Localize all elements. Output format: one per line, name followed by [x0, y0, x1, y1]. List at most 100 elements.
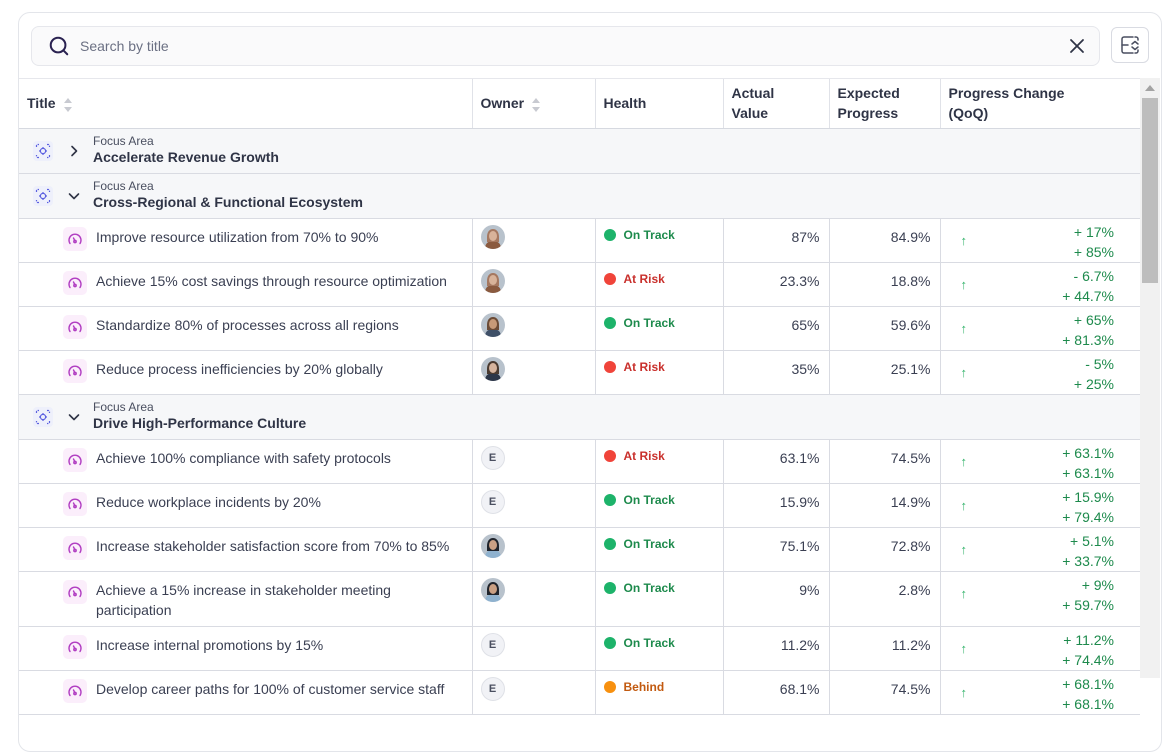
health-cell: On Track [595, 306, 724, 351]
key-result-title[interactable]: Achieve 15% cost savings through resourc… [96, 272, 447, 289]
avatar[interactable] [480, 268, 505, 293]
arrow-up-icon: ↑ [960, 585, 968, 601]
vertical-scrollbar[interactable] [1140, 78, 1160, 678]
key-result-title[interactable]: Reduce workplace incidents by 20% [96, 493, 321, 510]
health-cell: On Track [595, 218, 724, 263]
collapse-all-button[interactable] [1111, 27, 1149, 63]
key-result-title[interactable]: Develop career paths for 100% of custome… [96, 680, 445, 697]
key-result-row[interactable]: Increase stakeholder satisfaction score … [19, 527, 1140, 572]
gauge-icon [68, 685, 82, 696]
progress-change-cell: ↑ + 9% + 59.7% [940, 571, 1140, 627]
key-result-icon [63, 491, 87, 516]
progress-change-cell: ↑ + 68.1% + 68.1% [940, 670, 1140, 715]
key-result-title[interactable]: Achieve 100% compliance with safety prot… [96, 449, 391, 466]
health-status-dot [603, 636, 616, 649]
arrow-up-icon: ↑ [960, 684, 968, 700]
key-result-row[interactable]: Standardize 80% of processes across all … [19, 306, 1140, 351]
avatar[interactable]: E [480, 489, 505, 514]
key-result-row[interactable]: Achieve a 15% increase in stakeholder me… [19, 571, 1140, 627]
chevron-down-icon[interactable] [67, 410, 81, 424]
owner-cell: E [472, 439, 596, 484]
chevron-right-icon[interactable] [67, 144, 81, 158]
health-status-dot [603, 581, 616, 594]
chevron-down-icon[interactable] [67, 189, 81, 203]
avatar[interactable] [480, 312, 505, 337]
key-result-icon [63, 358, 87, 383]
scrollbar-thumb[interactable] [1142, 98, 1158, 283]
expected-progress-cell: 2.8% [829, 571, 941, 627]
key-result-title[interactable]: Standardize 80% of processes across all … [96, 316, 399, 333]
expected-progress-cell: 59.6% [829, 306, 941, 351]
column-header-title[interactable]: Title [19, 79, 473, 129]
okr-table-panel: Title Owner Health Actual Value Expected… [18, 12, 1162, 752]
sort-icon[interactable] [63, 97, 73, 112]
health-cell: On Track [595, 527, 724, 572]
collapse-rows-icon [1121, 36, 1139, 54]
avatar[interactable]: E [480, 632, 505, 657]
avatar[interactable] [480, 577, 505, 602]
title-cell: Achieve 100% compliance with safety prot… [19, 439, 473, 484]
key-result-row[interactable]: Increase internal promotions by 15% E On T… [19, 626, 1140, 671]
health-status-label: On Track [623, 227, 675, 242]
arrow-up-icon: ↑ [960, 232, 968, 248]
key-result-icon [63, 270, 87, 295]
progress-change-value: + 33.7% [1062, 552, 1114, 569]
key-result-title[interactable]: Achieve a 15% increase in stakeholder me… [96, 581, 391, 618]
title-cell: Reduce process inefficiencies by 20% glo… [19, 350, 473, 395]
progress-change-cell: ↑ + 5.1% + 33.7% [940, 527, 1140, 572]
key-result-row[interactable]: Achieve 100% compliance with safety prot… [19, 439, 1140, 484]
avatar[interactable] [480, 224, 505, 249]
avatar[interactable] [480, 533, 505, 558]
avatar[interactable]: E [480, 676, 505, 701]
column-header-progress-change: Progress Change (QoQ) [940, 79, 1140, 129]
focus-area-row[interactable]: Focus Area Cross-Regional & Functional Ec… [19, 173, 1140, 219]
key-result-title[interactable]: Increase stakeholder satisfaction score … [96, 537, 450, 554]
title-cell: Increase internal promotions by 15% [19, 626, 473, 671]
key-result-row[interactable]: Reduce workplace incidents by 20% E On Tra… [19, 483, 1140, 528]
target-icon [35, 409, 51, 424]
key-result-icon [63, 579, 87, 604]
owner-cell: E [472, 483, 596, 528]
focus-area-label: Focus Area [93, 134, 154, 148]
focus-area-row[interactable]: Focus Area Accelerate Revenue Growth [19, 128, 1140, 174]
focus-area-row[interactable]: Focus Area Drive High-Performance Culture [19, 394, 1140, 440]
user-photo-icon [480, 356, 505, 381]
avatar[interactable]: E [480, 445, 505, 470]
column-header-owner[interactable]: Owner [472, 79, 596, 129]
expected-progress-cell: 25.1% [829, 350, 941, 395]
key-result-row[interactable]: Reduce process inefficiencies by 20% glo… [19, 350, 1140, 395]
okr-table: Title Owner Health Actual Value Expected… [19, 78, 1140, 751]
key-result-title[interactable]: Reduce process inefficiencies by 20% glo… [96, 360, 383, 377]
scroll-up-arrow-icon[interactable] [1145, 85, 1155, 91]
focus-area-name: Accelerate Revenue Growth [93, 149, 279, 165]
health-status-label: On Track [623, 315, 675, 330]
sort-icon[interactable] [532, 97, 541, 112]
health-status-dot [603, 316, 616, 329]
expected-progress-cell: 18.8% [829, 262, 941, 307]
key-result-title[interactable]: Increase internal promotions by 15% [96, 636, 324, 653]
gauge-icon [68, 365, 82, 376]
health-cell: On Track [595, 626, 724, 671]
key-result-title[interactable]: Improve resource utilization from 70% to… [96, 228, 379, 245]
health-status-dot [603, 360, 616, 373]
owner-cell [472, 571, 596, 627]
user-photo-icon [480, 577, 505, 602]
avatar[interactable] [480, 356, 505, 381]
title-cell: Standardize 80% of processes across all … [19, 306, 473, 351]
progress-change-value: + 25% [1073, 375, 1114, 392]
target-icon [35, 143, 51, 158]
title-cell: Develop career paths for 100% of custome… [19, 670, 473, 715]
health-cell: At Risk [595, 262, 724, 307]
close-icon[interactable] [1067, 36, 1087, 56]
key-result-icon [63, 535, 87, 560]
health-status-dot [603, 272, 616, 285]
key-result-row[interactable]: Improve resource utilization from 70% to… [19, 218, 1140, 263]
search-input[interactable] [80, 38, 1067, 54]
actual-value-cell: 35% [723, 350, 830, 395]
progress-change-value: + 74.4% [1062, 651, 1114, 668]
actual-value-cell: 87% [723, 218, 830, 263]
key-result-row[interactable]: Develop career paths for 100% of custome… [19, 670, 1140, 715]
actual-value-cell: 68.1% [723, 670, 830, 715]
key-result-row[interactable]: Achieve 15% cost savings through resourc… [19, 262, 1140, 307]
key-result-icon [63, 634, 87, 659]
